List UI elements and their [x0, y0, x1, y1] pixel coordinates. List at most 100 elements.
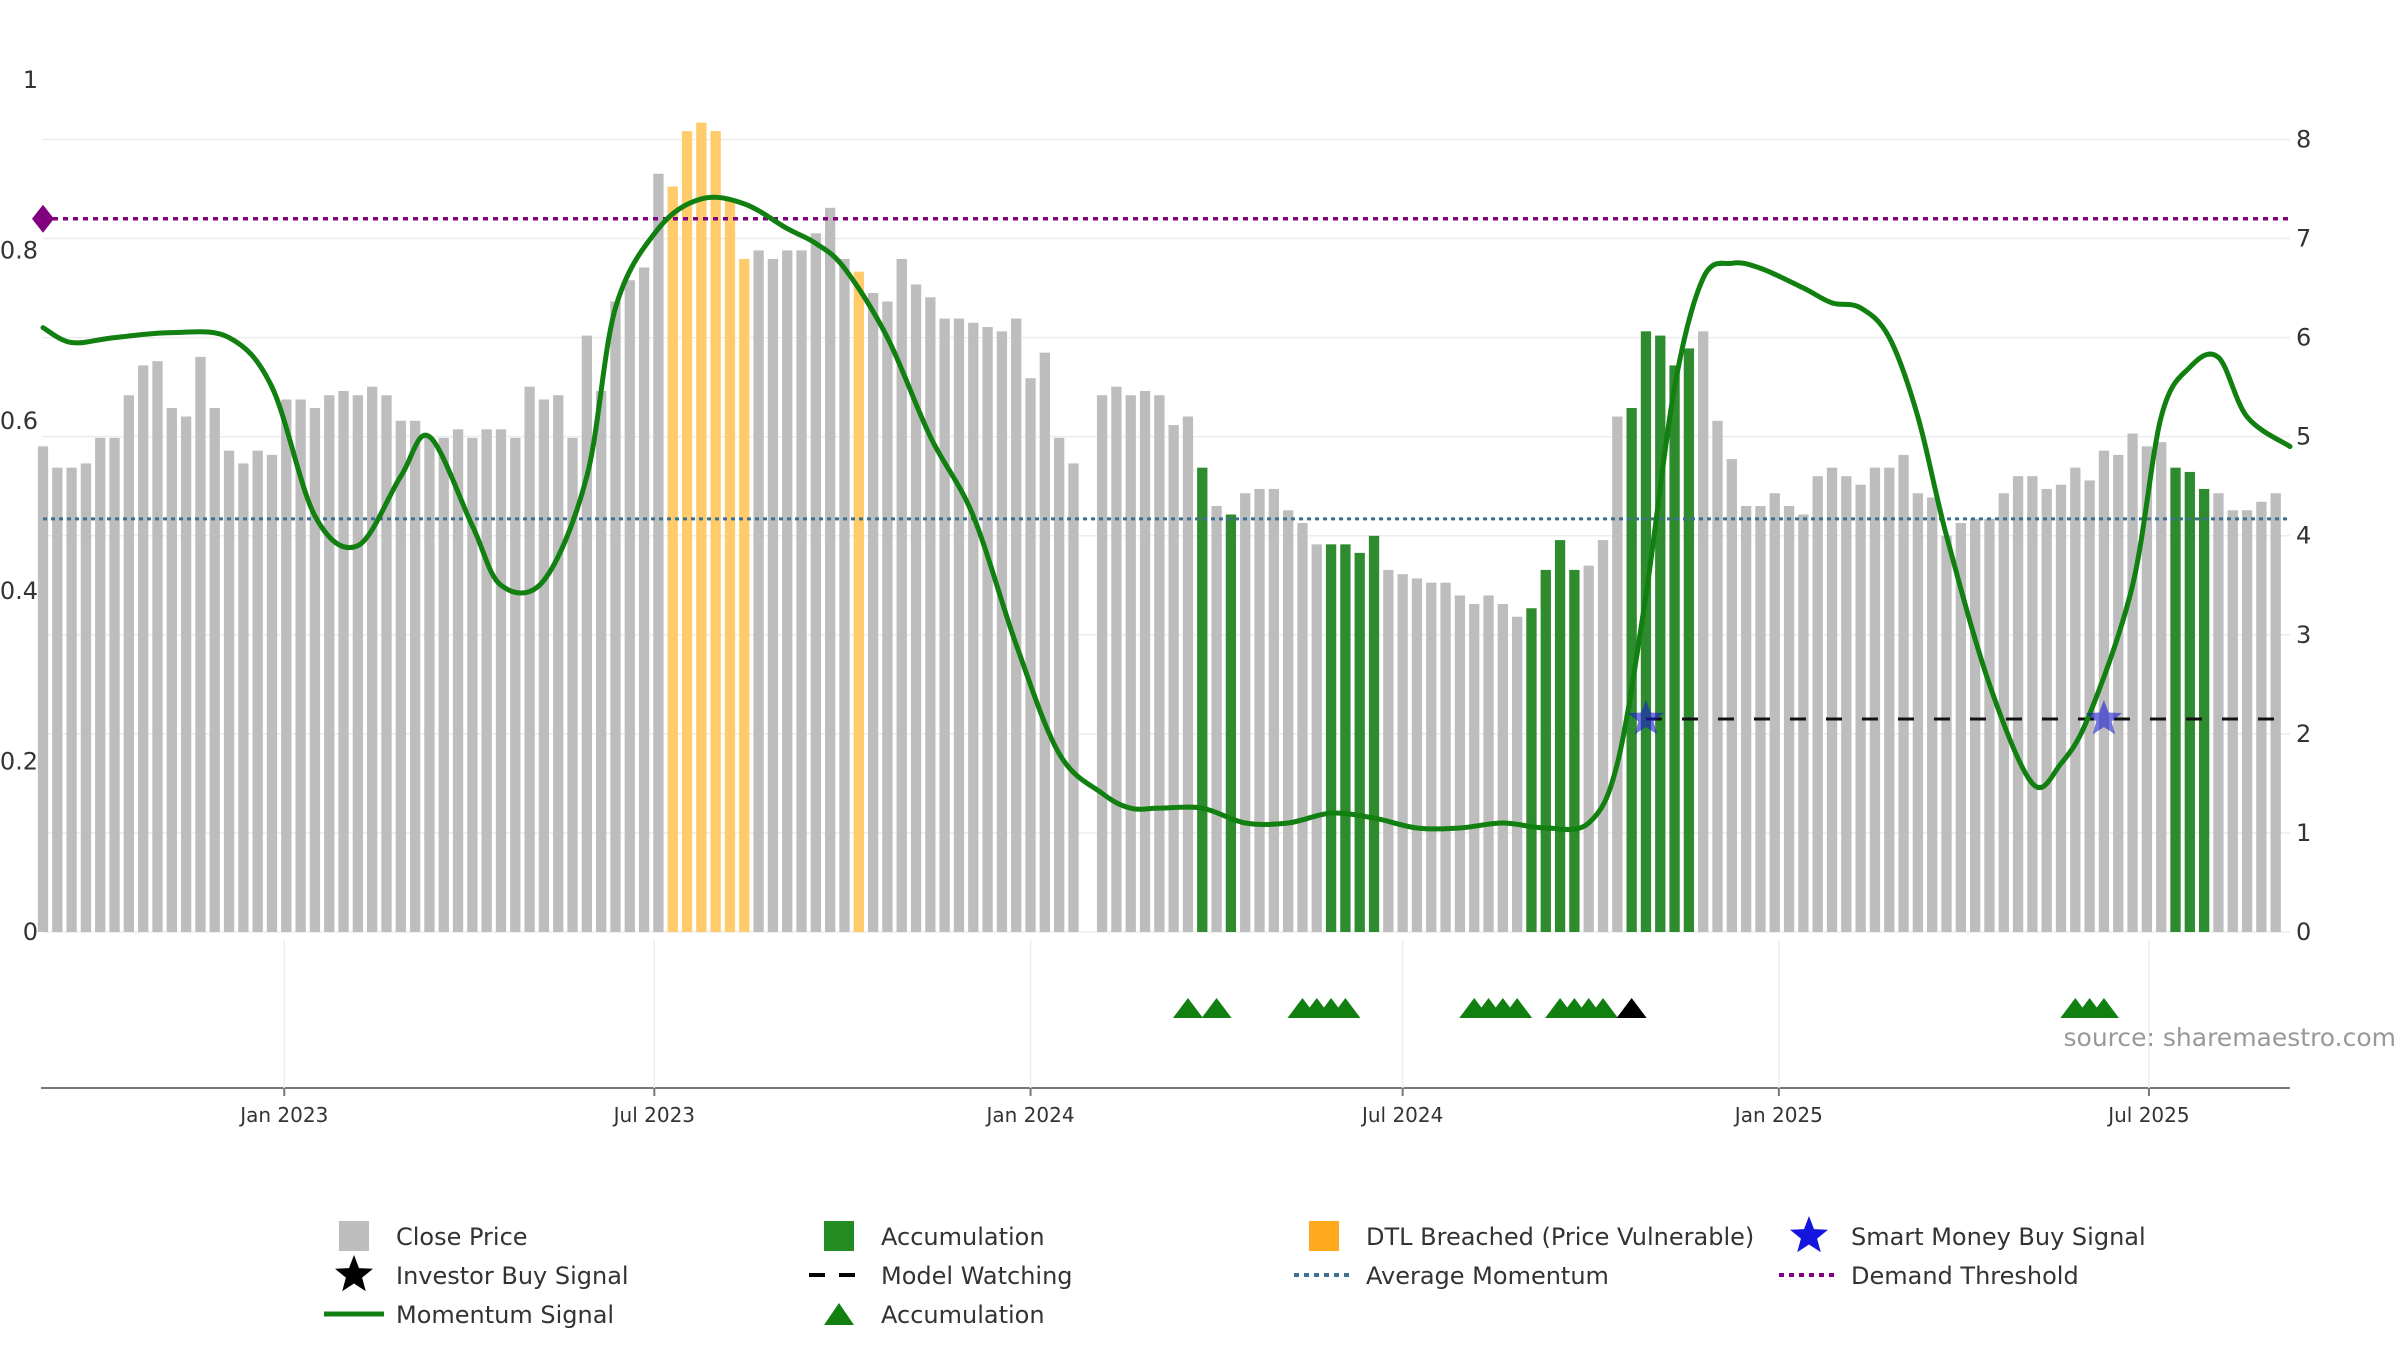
close-price-bar [1440, 582, 1451, 932]
close-price-bar [1955, 523, 1966, 932]
close-price-bar [452, 429, 464, 932]
close-price-bar [882, 301, 893, 932]
legend-item: Model Watching [809, 1262, 1073, 1290]
legend-item: Accumulation [824, 1301, 1045, 1329]
close-price-bar [910, 284, 922, 933]
close-price-bar [839, 258, 850, 932]
signal-lines [32, 194, 2293, 833]
close-price-bar [1969, 518, 1981, 932]
legend-label: Average Momentum [1366, 1262, 1609, 1290]
legend-label: Model Watching [881, 1262, 1073, 1290]
close-price-bar [1855, 484, 1866, 932]
right-tick-label: 5 [2296, 423, 2311, 451]
close-price-bar [1068, 463, 1079, 932]
close-price-bar [968, 322, 979, 932]
right-tick-label: 4 [2296, 522, 2311, 550]
close-price-bar [481, 429, 492, 932]
legend-triangle-icon [824, 1303, 854, 1325]
accumulation-marker [1588, 998, 1619, 1018]
left-tick-label: 1 [23, 66, 38, 94]
close-price-bar [2070, 467, 2081, 932]
close-price-bar [352, 395, 364, 932]
close-price-bar [1884, 467, 1895, 932]
close-price-bar [538, 399, 550, 932]
left-tick-label: 0.4 [0, 577, 38, 605]
accumulation-bar [1354, 552, 1365, 932]
close-price-bar [180, 416, 192, 932]
close-price-bar [1011, 318, 1022, 932]
close-price-bar [309, 408, 321, 932]
close-price-bar [1712, 420, 1723, 932]
close-price-bar [867, 293, 879, 932]
close-price-bar [1240, 493, 1251, 932]
close-price-bar [1182, 416, 1194, 932]
right-tick-label: 6 [2296, 324, 2311, 352]
close-price-bar [1283, 510, 1294, 932]
close-price-bar [1583, 565, 1594, 932]
legend-item: Average Momentum [1294, 1262, 1609, 1290]
dtl-bar [853, 271, 864, 932]
close-price-bar [109, 437, 120, 932]
dtl-bar [710, 131, 721, 932]
close-price-bar [2113, 454, 2124, 932]
accumulation-marker [1201, 998, 1232, 1018]
close-price-bar [1998, 493, 2009, 932]
close-price-bar [166, 408, 177, 932]
close-price-bar [1698, 331, 1709, 933]
accumulation-bar [1554, 540, 1566, 932]
close-price-bar [753, 250, 764, 932]
close-price-bar [982, 327, 993, 933]
source-label: source: sharemaestro.com [2064, 1023, 2397, 1052]
close-price-bar [653, 173, 664, 933]
close-price-bar [409, 420, 421, 932]
right-tick-label: 2 [2296, 720, 2311, 748]
left-tick-label: 0 [23, 918, 38, 946]
close-price-bar [438, 437, 449, 932]
close-price-bar [1826, 467, 1838, 932]
x-tick-label: Jan 2024 [984, 1103, 1074, 1127]
axes: Jan 2023 Jul 2023 Jan 2024 Jul 2024 Jan 2025… [0, 66, 2311, 1127]
close-price-bar [896, 258, 907, 932]
legend-square-icon [824, 1221, 854, 1251]
legend-label: Investor Buy Signal [396, 1262, 629, 1290]
accumulation-bar [1569, 569, 1580, 932]
x-tick-label: Jan 2025 [1733, 1103, 1823, 1127]
right-tick-label: 1 [2296, 819, 2311, 847]
close-price-bar [553, 395, 564, 932]
close-price-bar [367, 386, 378, 933]
right-tick-label: 7 [2296, 225, 2311, 253]
close-price-bar [2141, 446, 2153, 932]
close-price-bar [996, 331, 1008, 933]
close-price-bar [1511, 616, 1523, 932]
accumulation-bar [1368, 535, 1380, 932]
close-price-bar [1311, 544, 1322, 932]
accumulation-bar [1197, 467, 1208, 932]
accumulation-bar [1540, 569, 1551, 932]
dtl-bar [739, 258, 750, 932]
close-price-bar [495, 429, 507, 932]
close-price-bar [1769, 493, 1780, 932]
accumulation-bar [1669, 365, 1680, 932]
close-price-bar [1783, 506, 1795, 932]
close-price-bar [2098, 450, 2110, 932]
close-price-bar [510, 437, 521, 932]
dtl-bar [667, 186, 678, 932]
close-price-bar [467, 437, 478, 932]
close-price-bar [796, 250, 807, 932]
close-price-bar [953, 318, 965, 932]
close-price-bar [1397, 574, 1408, 932]
price-bars [37, 122, 2281, 933]
close-price-bar [1139, 390, 1151, 933]
legend-item: Demand Threshold [1779, 1262, 2079, 1290]
legend: Close Price Accumulation DTL Breached (Pri… [324, 1216, 2146, 1329]
close-price-bar [1268, 488, 1279, 932]
close-price-bar [2241, 510, 2253, 932]
right-tick-label: 3 [2296, 621, 2311, 649]
x-tick-label: Jul 2023 [612, 1103, 695, 1127]
close-price-bar [1483, 595, 1494, 932]
close-price-bar [1927, 497, 1938, 932]
close-price-bar [810, 233, 822, 933]
close-price-bar [95, 437, 106, 932]
close-price-bar [939, 318, 950, 932]
investor-buy-marker [1616, 998, 1647, 1018]
